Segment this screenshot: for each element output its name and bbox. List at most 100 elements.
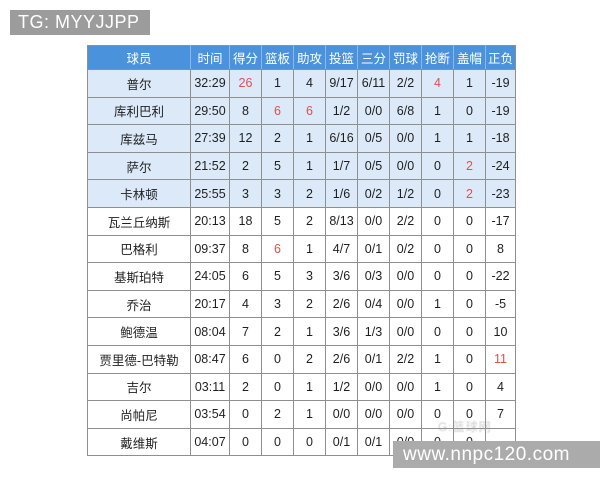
stat-cell: 0 (421, 234, 454, 264)
minutes-cell: 04:07 (190, 427, 230, 457)
stat-cell: 0 (421, 206, 454, 236)
player-name-cell: 鲍德温 (87, 317, 191, 346)
column-header: 抢断 (421, 45, 454, 70)
table-row: 基斯珀特 24:05 6 5 3 3/6 0/3 0/0 0 0 -22 (87, 262, 516, 291)
stat-cell: 1 (421, 372, 454, 402)
stat-cell: 0 (453, 289, 486, 319)
stat-cell: 0/0 (389, 317, 422, 346)
stat-cell: 1 (293, 400, 326, 429)
table-row: 吉尔 03:11 2 0 1 1/2 0/0 0/0 1 0 4 (87, 372, 516, 402)
stat-cell: 4 (229, 289, 262, 319)
stat-cell: 2 (293, 289, 326, 319)
stat-cell: 4 (485, 372, 516, 402)
stat-cell: 0/2 (389, 234, 422, 264)
stat-cell: 0 (229, 400, 262, 429)
player-name-cell: 卡林顿 (87, 179, 191, 208)
minutes-cell: 24:05 (190, 262, 230, 291)
stat-cell: 3 (261, 289, 294, 319)
table-row: 瓦兰丘纳斯 20:13 18 5 2 8/13 0/0 2/2 0 0 -17 (87, 206, 516, 236)
table-row: 普尔 32:29 26 1 4 9/17 6/11 2/2 4 1 -19 (87, 69, 516, 98)
stat-cell: -22 (485, 262, 516, 291)
player-name-cell: 戴维斯 (87, 427, 191, 457)
stat-cell: 1 (453, 124, 486, 153)
minutes-cell: 29:50 (190, 96, 230, 126)
stat-cell: 8 (229, 234, 262, 264)
stat-cell: 0/1 (357, 234, 390, 264)
stat-cell: 0 (453, 262, 486, 291)
stat-cell: 0/0 (357, 372, 390, 402)
column-header: 球员 (87, 45, 191, 70)
tg-badge-label: TG: MYYJJPP (18, 11, 140, 32)
stat-cell: 0 (453, 234, 486, 264)
column-header: 罚球 (389, 45, 422, 70)
stat-cell: 0 (453, 344, 486, 374)
stat-cell: -23 (485, 179, 516, 208)
stat-cell: 2 (293, 344, 326, 374)
stat-cell: 6/11 (357, 69, 390, 98)
minutes-cell: 27:39 (190, 124, 230, 153)
column-header: 盖帽 (453, 45, 486, 70)
stat-cell: -24 (485, 151, 516, 181)
stat-cell: 6 (229, 262, 262, 291)
stat-cell: 0/5 (357, 151, 390, 181)
stat-cell: -19 (485, 96, 516, 126)
stat-cell: 0/1 (357, 344, 390, 374)
stat-cell: 2 (261, 124, 294, 153)
column-header: 篮板 (261, 45, 294, 70)
stat-cell: 1/2 (389, 179, 422, 208)
stat-cell: 3 (261, 179, 294, 208)
stat-cell: 0 (229, 427, 262, 457)
stat-cell: 0 (421, 400, 454, 429)
player-name-cell: 乔治 (87, 289, 191, 319)
stat-cell: 2 (261, 317, 294, 346)
stats-table-body: 普尔 32:29 26 1 4 9/17 6/11 2/2 4 1 -19 库利巴利 29:50 8 6 6 1… (87, 69, 516, 457)
stat-cell: 0/1 (325, 427, 358, 457)
stat-cell: 2/6 (325, 344, 358, 374)
column-header: 助攻 (293, 45, 326, 70)
player-name-cell: 库利巴利 (87, 96, 191, 126)
table-row: 乔治 20:17 4 3 2 2/6 0/4 0/0 1 0 -5 (87, 289, 516, 319)
column-header: 正负 (485, 45, 516, 70)
stat-cell: 9/17 (325, 69, 358, 98)
stat-cell: 0 (453, 372, 486, 402)
stat-cell: 2/2 (389, 69, 422, 98)
player-name-cell: 瓦兰丘纳斯 (87, 206, 191, 236)
stat-cell: 1 (453, 69, 486, 98)
stat-cell: 8/13 (325, 206, 358, 236)
stat-cell: 7 (229, 317, 262, 346)
stat-cell: 3/6 (325, 317, 358, 346)
stat-cell: 1/2 (325, 96, 358, 126)
minutes-cell: 25:55 (190, 179, 230, 208)
stat-cell: 5 (261, 151, 294, 181)
tg-badge: TG: MYYJJPP (10, 10, 150, 35)
stat-cell: 0/0 (357, 400, 390, 429)
stat-cell: 4/7 (325, 234, 358, 264)
stat-cell: 18 (229, 206, 262, 236)
player-name-cell: 巴格利 (87, 234, 191, 264)
stat-cell: 0 (453, 96, 486, 126)
minutes-cell: 32:29 (190, 69, 230, 98)
minutes-cell: 20:17 (190, 289, 230, 319)
stat-cell: -19 (485, 69, 516, 98)
stat-cell: 0/5 (357, 124, 390, 153)
stat-cell: 10 (485, 317, 516, 346)
stat-cell: 2/2 (389, 206, 422, 236)
player-name-cell: 萨尔 (87, 151, 191, 181)
stat-cell: 7 (485, 400, 516, 429)
stat-cell: 6 (261, 234, 294, 264)
stat-cell: 2 (261, 400, 294, 429)
stat-cell: 0/4 (357, 289, 390, 319)
table-row: 贾里德-巴特勒 08:47 6 0 2 2/6 0/1 2/2 1 0 11 (87, 344, 516, 374)
stat-cell: 1 (421, 124, 454, 153)
stat-cell: 1/6 (325, 179, 358, 208)
stat-cell: 1 (293, 124, 326, 153)
stat-cell: 0 (453, 317, 486, 346)
minutes-cell: 09:37 (190, 234, 230, 264)
stat-cell: 1/2 (325, 372, 358, 402)
table-row: 库利巴利 29:50 8 6 6 1/2 0/0 6/8 1 0 -19 (87, 96, 516, 126)
column-header: 投篮 (325, 45, 358, 70)
stat-cell: 0 (421, 262, 454, 291)
stat-cell: 0 (421, 151, 454, 181)
stat-cell: 1/7 (325, 151, 358, 181)
column-header: 时间 (190, 45, 230, 70)
